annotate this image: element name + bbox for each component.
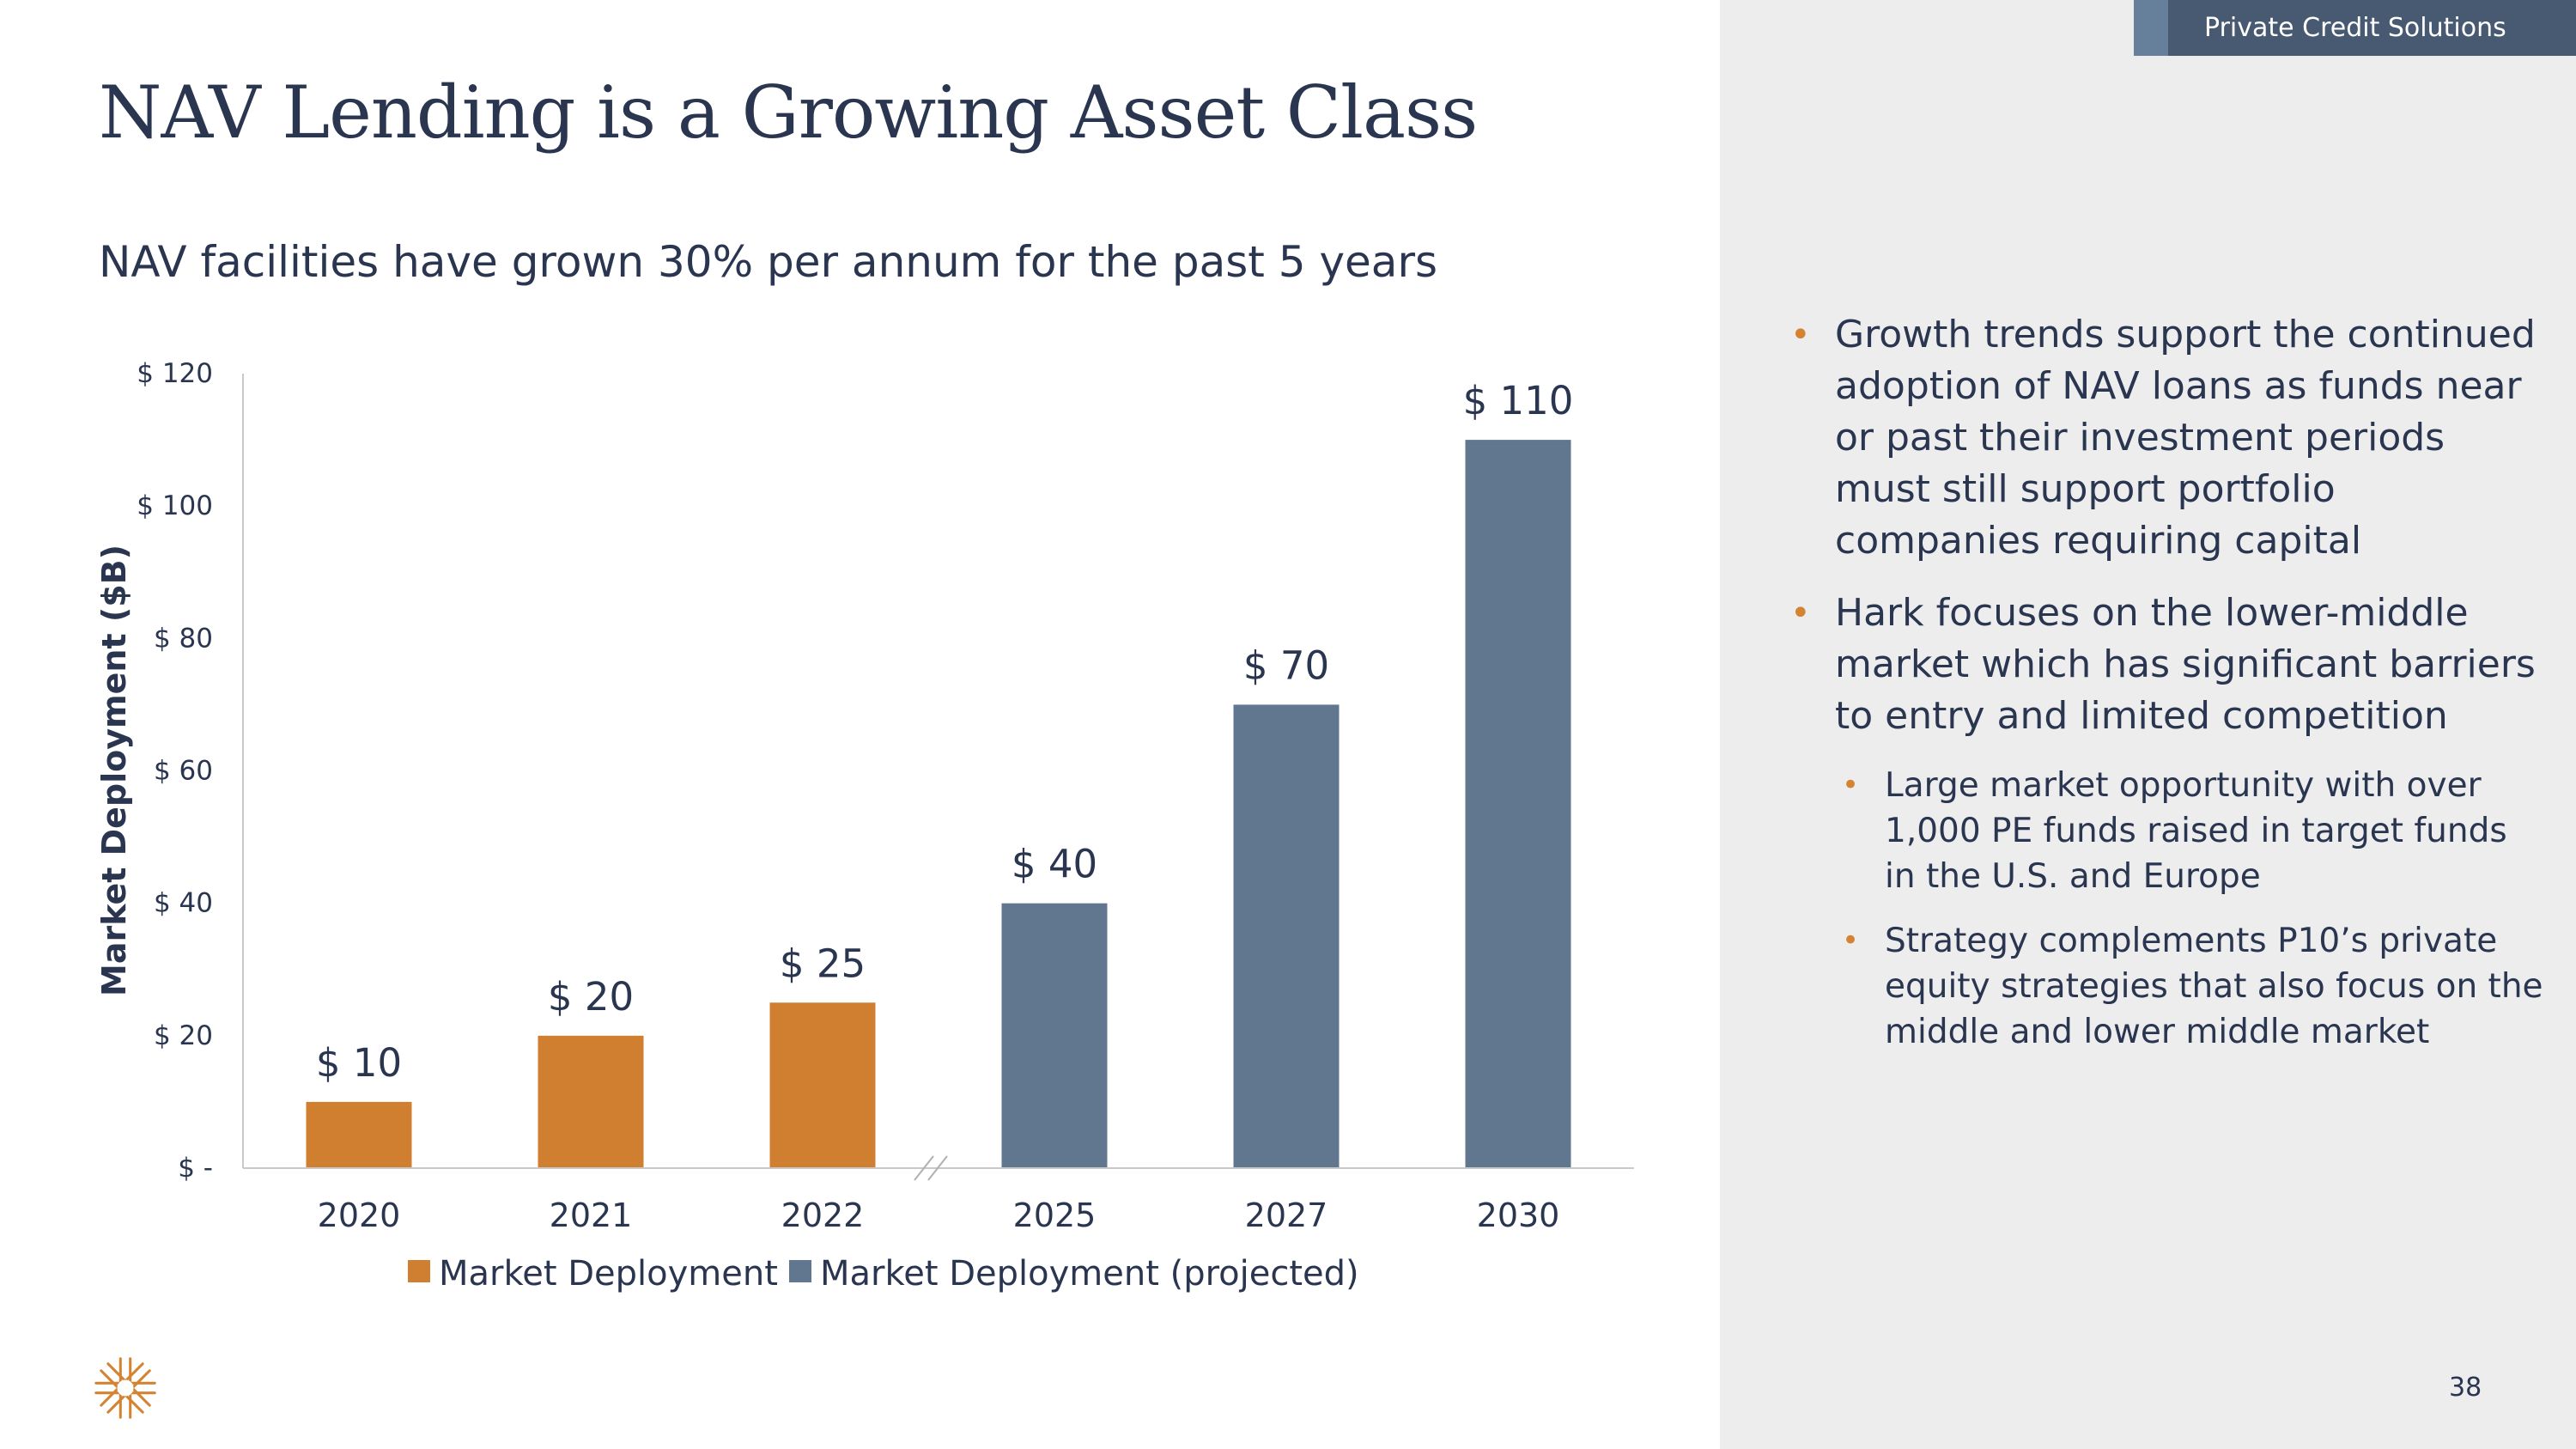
page-number: 38: [2449, 1373, 2482, 1403]
y-tick-label: $ -: [178, 1153, 213, 1184]
bar-2030: [1465, 440, 1571, 1168]
x-tick-label-2021: 2021: [550, 1196, 633, 1234]
y-tick-label: $ 80: [154, 623, 213, 654]
y-tick-label: $ 60: [154, 756, 213, 787]
legend-label-projected: Market Deployment (projected): [820, 1254, 1359, 1294]
side-panel: [1720, 0, 2576, 1449]
x-tick-label-2022: 2022: [781, 1196, 865, 1234]
legend-swatch-projected: [789, 1260, 811, 1282]
y-axis-title: Market Deployment ($B): [95, 545, 133, 996]
data-label-2020: $ 10: [316, 1040, 402, 1086]
bullet-growth-trends: • Growth trends support the continued ado…: [1790, 309, 2546, 567]
section-tag-accent: [2134, 0, 2168, 56]
sub-bullet-market-opportunity: • Large market opportunity with over 1,00…: [1790, 763, 2546, 899]
legend-swatch-actual: [408, 1260, 430, 1282]
bar-2025: [1001, 903, 1108, 1168]
x-tick-label-2025: 2025: [1013, 1196, 1097, 1234]
section-tag: Private Credit Solutions: [2168, 0, 2576, 56]
x-tick-label-2020: 2020: [318, 1196, 401, 1234]
data-label-2027: $ 70: [1243, 642, 1329, 688]
y-tick-label: $ 20: [154, 1020, 213, 1051]
slide-title: NAV Lending is a Growing Asset Class: [99, 70, 1478, 155]
y-tick-label: $ 100: [137, 490, 213, 521]
data-label-2025: $ 40: [1012, 842, 1097, 887]
legend-label-actual: Market Deployment: [439, 1254, 778, 1294]
sub-bullet-dot: •: [1842, 768, 1860, 802]
bullet-lower-middle-market: • Hark focuses on the lower-middle market…: [1790, 588, 2546, 742]
bar-2022: [769, 1002, 876, 1168]
bar-2027: [1233, 704, 1340, 1168]
data-label-2021: $ 20: [548, 974, 634, 1020]
x-tick-label-2030: 2030: [1477, 1196, 1560, 1234]
slide-subtitle: NAV facilities have grown 30% per annum …: [99, 237, 1438, 287]
axis-break-mark: [914, 1155, 934, 1181]
bar-chart: $ - $ 20 $ 40 $ 60 $ 80 $ 100 $ 120 $ 10 2020 $ 2…: [95, 358, 1634, 1294]
x-tick-label-2027: 2027: [1245, 1196, 1328, 1234]
sub-bullet-dot: •: [1842, 923, 1860, 958]
y-tick-label: $ 120: [137, 358, 213, 389]
company-logo-icon: [94, 1357, 156, 1419]
key-points: • Growth trends support the continued ado…: [1790, 309, 2546, 1074]
data-label-2030: $ 110: [1463, 378, 1574, 423]
bar-2021: [538, 1035, 644, 1168]
y-tick-label: $ 40: [154, 888, 213, 919]
sub-bullet-strategy: • Strategy complements P10’s private equi…: [1790, 918, 2546, 1055]
bullet-dot: •: [1790, 315, 1811, 355]
data-label-2022: $ 25: [780, 941, 866, 986]
bar-2020: [306, 1101, 412, 1168]
axis-break-mark: [927, 1155, 948, 1181]
bullet-dot: •: [1790, 594, 1811, 633]
